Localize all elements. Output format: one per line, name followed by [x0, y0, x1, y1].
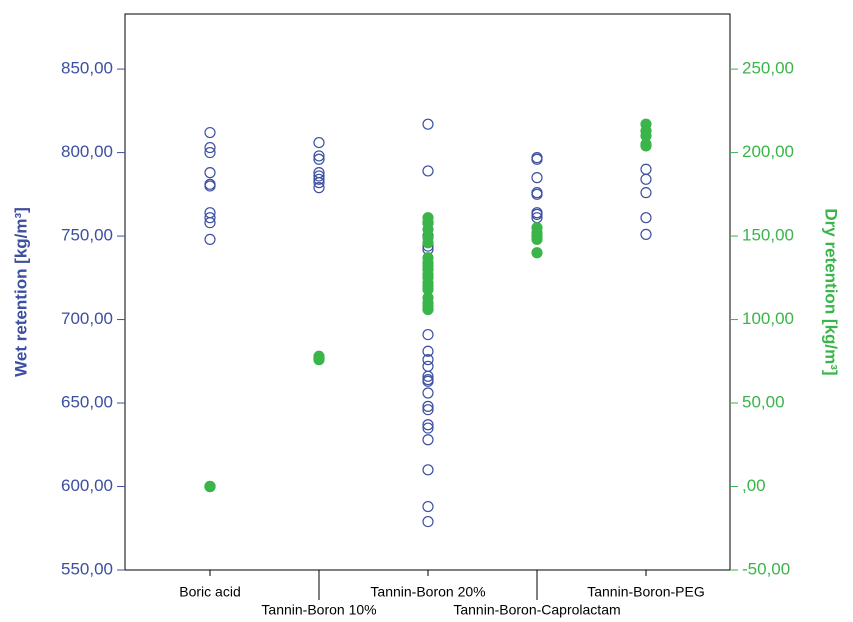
point — [422, 387, 434, 399]
y2-tick-label: ,00 — [742, 476, 766, 495]
point — [313, 177, 325, 189]
x-tick-label: Tannin-Boron 10% — [261, 602, 376, 618]
y-tick-label: 650,00 — [61, 393, 113, 412]
y-tick-label: 750,00 — [61, 226, 113, 245]
point — [204, 146, 216, 159]
y2-tick-label: 200,00 — [742, 142, 794, 161]
point — [640, 140, 652, 152]
y2-tick-label: 250,00 — [742, 59, 794, 78]
point — [531, 247, 543, 259]
point — [204, 180, 216, 192]
point — [640, 187, 652, 199]
point — [422, 375, 434, 387]
point — [422, 303, 434, 316]
point — [204, 126, 216, 139]
point — [313, 182, 325, 194]
x-tick-label: Tannin-Boron-Caprolactam — [453, 602, 620, 618]
y2-tick-label: 150,00 — [742, 226, 794, 245]
point — [422, 328, 434, 341]
point — [422, 354, 434, 366]
point — [422, 422, 434, 434]
point — [204, 212, 216, 224]
point — [422, 370, 434, 382]
point — [422, 464, 434, 476]
point — [204, 233, 216, 246]
point — [640, 212, 652, 224]
point — [313, 173, 325, 185]
point — [313, 153, 325, 165]
point — [531, 153, 543, 165]
point — [204, 217, 216, 229]
point — [531, 188, 543, 200]
point — [531, 172, 543, 184]
point — [640, 228, 652, 240]
point — [422, 400, 434, 412]
y-tick-label: 700,00 — [61, 309, 113, 328]
y2-tick-label: 100,00 — [742, 309, 794, 328]
point — [204, 480, 216, 493]
point — [640, 163, 652, 175]
point — [422, 404, 434, 416]
y-axis-label: Wet retention [kg/m³] — [11, 207, 30, 377]
y2-tick-label: -50,00 — [742, 559, 790, 578]
y-tick-label: 600,00 — [61, 476, 113, 495]
y2-axis-label: Dry retention [kg/m³] — [822, 208, 841, 375]
x-tick-label: Tannin-Boron 20% — [370, 584, 485, 600]
point — [422, 360, 434, 372]
x-tick-label: Tannin-Boron-PEG — [587, 584, 705, 600]
point — [422, 345, 434, 357]
point — [422, 419, 434, 431]
point — [531, 208, 543, 220]
point — [422, 434, 434, 446]
point — [313, 150, 325, 162]
y-tick-label: 550,00 — [61, 559, 113, 578]
y2-tick-label: 50,00 — [742, 393, 785, 412]
point — [313, 136, 325, 149]
point — [640, 173, 652, 185]
x-tick-label: Boric acid — [179, 584, 240, 600]
point — [313, 354, 325, 366]
point — [204, 167, 216, 179]
y-tick-label: 850,00 — [61, 59, 113, 78]
point — [204, 141, 216, 154]
point — [313, 170, 325, 182]
point — [422, 515, 434, 528]
point — [422, 237, 434, 249]
point — [531, 233, 543, 246]
point — [422, 118, 434, 130]
y-tick-label: 800,00 — [61, 142, 113, 161]
point — [422, 500, 434, 513]
point — [422, 165, 434, 177]
